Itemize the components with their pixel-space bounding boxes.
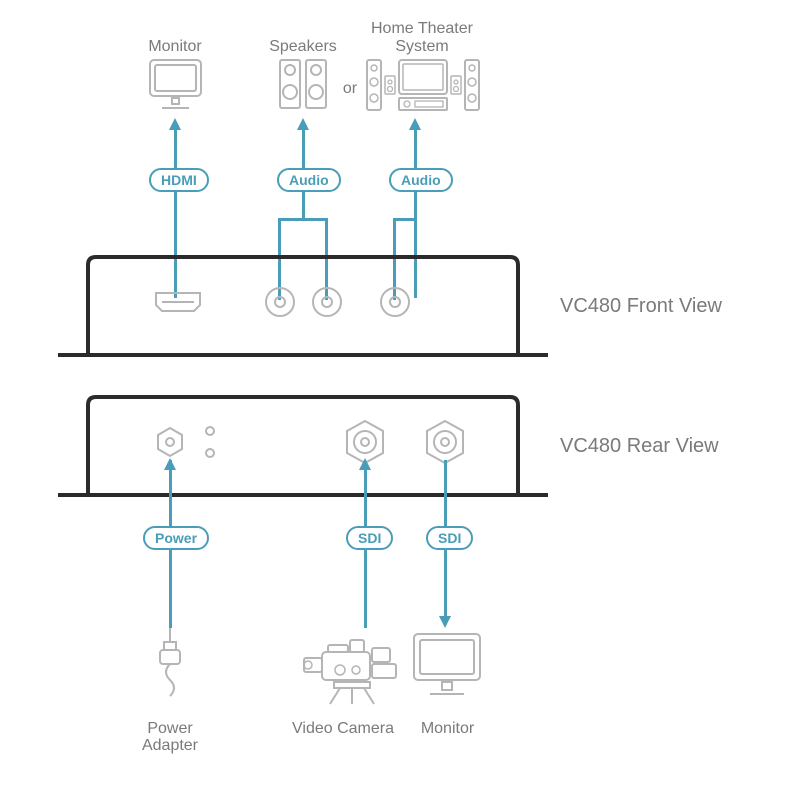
badge-audio2: Audio	[389, 168, 453, 192]
speakers-label: Speakers	[268, 38, 338, 56]
or-text: or	[340, 80, 360, 98]
arrow-power-head	[164, 458, 176, 470]
arrow-audio1-2	[302, 190, 305, 218]
arrow-hdmi	[174, 128, 177, 168]
arrow-power-2	[169, 548, 172, 628]
badge-power: Power	[143, 526, 209, 550]
badge-hdmi: HDMI	[149, 168, 209, 192]
monitor-bottom-label: Monitor	[415, 720, 480, 738]
power-adapter-label-2: Adapter	[140, 737, 200, 755]
rear-box	[58, 395, 548, 505]
video-camera-label: Video Camera	[288, 720, 398, 738]
power-adapter-label-1: Power	[140, 720, 200, 738]
power-adapter-icon	[150, 628, 190, 698]
arrow-sdi1-2	[364, 548, 367, 628]
front-view-label: VC480 Front View	[560, 295, 722, 318]
badge-sdi1: SDI	[346, 526, 393, 550]
speakers-icon	[278, 58, 328, 113]
home-theater-label-1: Home Theater	[362, 20, 482, 38]
arrow-sdi2-head	[439, 616, 451, 628]
monitor-top-label: Monitor	[145, 38, 205, 56]
arrow-sdi2-2	[444, 548, 447, 618]
arrow-audio1	[302, 128, 305, 168]
arrow-sdi1	[364, 468, 367, 526]
rear-view-label: VC480 Rear View	[560, 435, 719, 458]
badge-sdi2: SDI	[426, 526, 473, 550]
monitor-bottom-icon	[412, 632, 482, 702]
home-theater-icon	[365, 58, 480, 116]
monitor-top-icon	[148, 58, 203, 113]
arrow-audio2-hh	[393, 218, 416, 221]
video-camera-icon	[300, 630, 405, 710]
badge-audio1: Audio	[277, 168, 341, 192]
arrow-audio2	[414, 128, 417, 168]
home-theater-label-2: System	[362, 38, 482, 56]
front-box	[58, 255, 548, 365]
arrow-sdi2	[444, 460, 447, 526]
arrow-sdi1-head	[359, 458, 371, 470]
arrow-audio1-h	[278, 218, 328, 221]
